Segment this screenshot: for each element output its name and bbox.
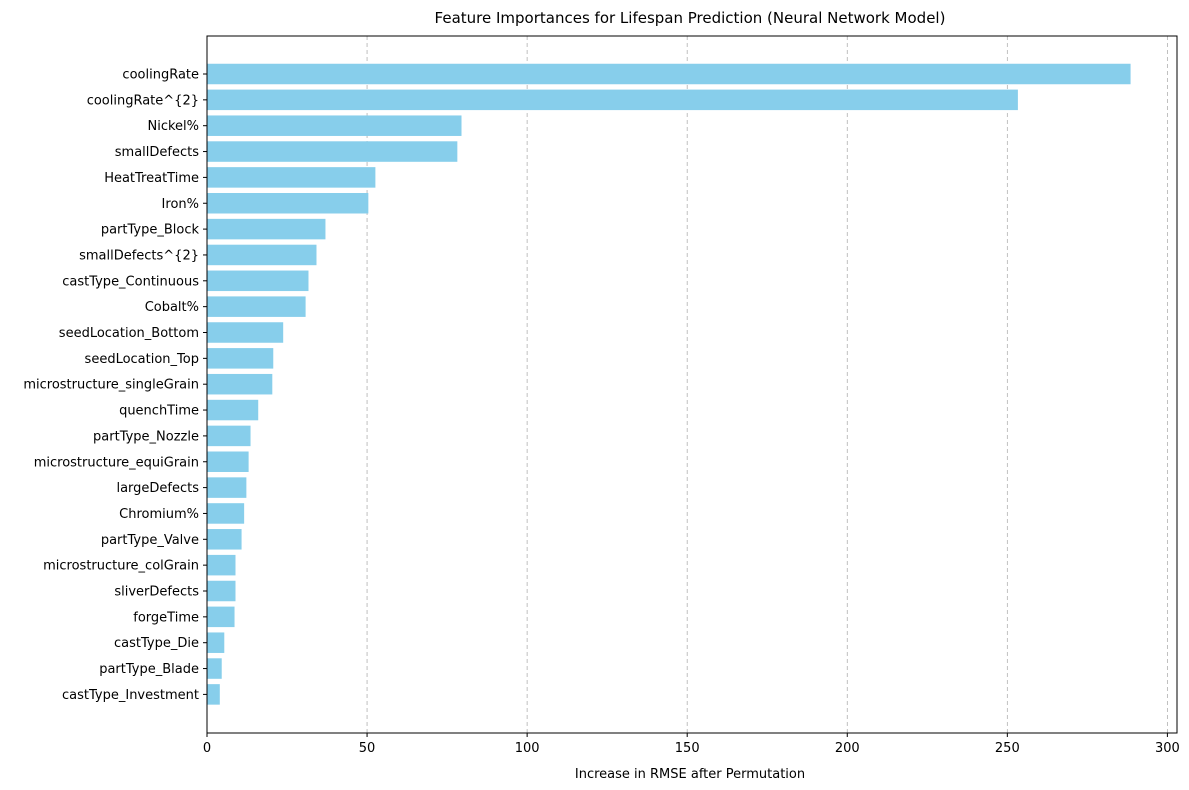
y-tick-label: coolingRate (122, 68, 199, 83)
x-axis-label: Increase in RMSE after Permutation (575, 767, 805, 782)
bar-7 (207, 244, 317, 266)
bar-0 (207, 63, 1131, 85)
y-tick-label: Chromium% (119, 507, 199, 522)
x-tick-label: 50 (359, 741, 376, 756)
grid-lines (206, 36, 1168, 733)
y-tick-label: seedLocation_Top (85, 352, 199, 367)
y-tick-label: forgeTime (133, 610, 199, 625)
bar-17 (207, 503, 245, 524)
bar-18 (207, 529, 242, 550)
bars (207, 63, 1131, 705)
x-ticks: 0 50 100 150 200 250 300 (203, 733, 1180, 756)
y-tick-label: microstructure_singleGrain (23, 378, 199, 393)
bar-6 (207, 218, 326, 240)
y-tick-label: Nickel% (147, 119, 199, 134)
bar-23 (207, 658, 222, 679)
y-tick-label: seedLocation_Bottom (59, 326, 199, 341)
bar-13 (207, 399, 259, 421)
y-tick-label: castType_Investment (62, 688, 199, 703)
y-tick-label: coolingRate^{2} (87, 93, 199, 108)
chart-title: Feature Importances for Lifespan Predict… (435, 9, 946, 27)
bar-14 (207, 425, 251, 447)
y-tick-label: partType_Block (101, 223, 200, 238)
y-tick-label: HeatTreatTime (104, 171, 199, 186)
bar-3 (207, 141, 458, 162)
plot-frame (206, 35, 1178, 734)
y-tick-label: largeDefects (116, 481, 199, 496)
bar-19 (207, 554, 236, 576)
bar-12 (207, 373, 273, 395)
bar-24 (207, 684, 220, 705)
y-tick-label: quenchTime (119, 404, 199, 419)
bar-1 (207, 89, 1018, 111)
bar-9 (207, 296, 306, 317)
x-tick-label: 100 (515, 741, 540, 756)
bar-10 (207, 322, 284, 343)
x-tick-label: 300 (1155, 741, 1180, 756)
bar-4 (207, 167, 376, 188)
y-tick-label: partType_Nozzle (93, 429, 199, 444)
y-tick-label: microstructure_equiGrain (34, 455, 199, 470)
x-tick-label: 0 (203, 741, 211, 756)
bar-15 (207, 451, 249, 472)
bar-20 (207, 580, 236, 602)
y-tick-label: sliverDefects (114, 585, 199, 600)
y-tick-label: Cobalt% (145, 300, 199, 315)
bar-2 (207, 115, 462, 136)
y-tick-label: Iron% (162, 197, 199, 212)
x-tick-label: 150 (675, 741, 700, 756)
y-tick-label: microstructure_colGrain (43, 559, 199, 574)
y-tick-labels: coolingRate coolingRate^{2} Nickel% smallDe… (23, 68, 207, 703)
bar-22 (207, 632, 225, 653)
bar-11 (207, 348, 274, 369)
x-tick-label: 200 (835, 741, 860, 756)
bar-5 (207, 193, 369, 214)
y-tick-label: partType_Blade (99, 662, 199, 677)
bar-21 (207, 606, 235, 628)
x-tick-label: 250 (995, 741, 1020, 756)
y-tick-label: castType_Die (114, 636, 199, 651)
y-tick-label: partType_Valve (101, 533, 199, 548)
bar-8 (207, 270, 309, 292)
bar-16 (207, 477, 247, 498)
y-tick-label: smallDefects^{2} (79, 248, 199, 263)
y-tick-label: smallDefects (115, 145, 199, 160)
y-tick-label: castType_Continuous (62, 274, 199, 289)
